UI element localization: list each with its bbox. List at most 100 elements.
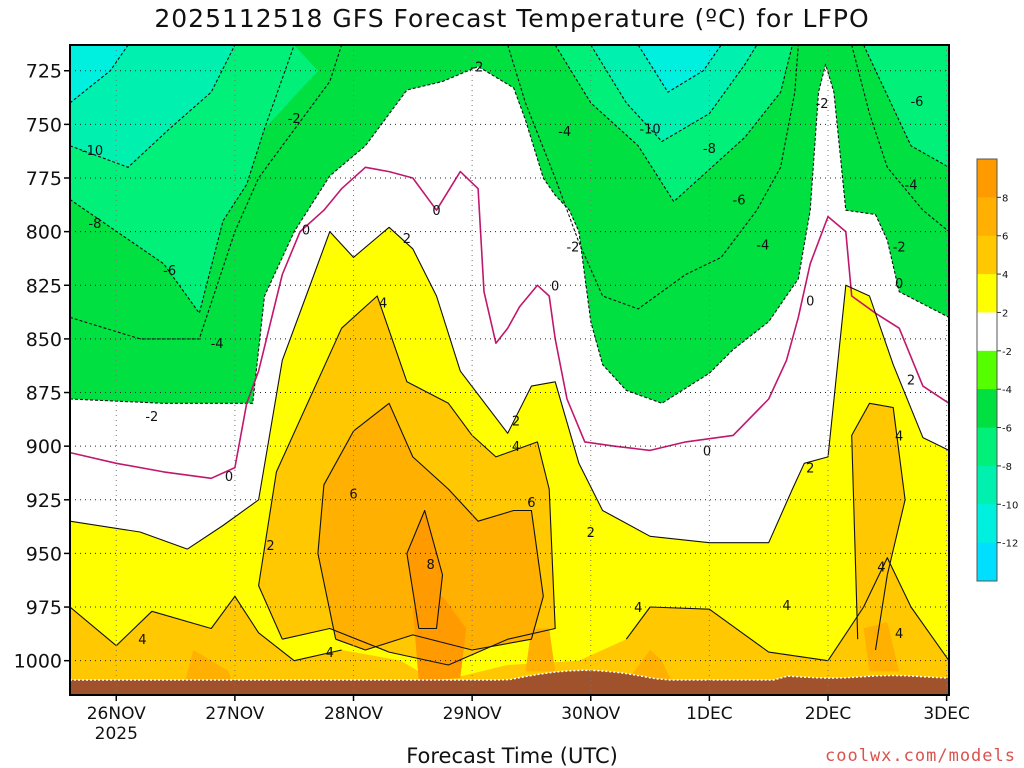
temp-region-warm-east-6-8 <box>863 622 900 672</box>
contour-label-12: -6 <box>910 95 923 110</box>
contour-line--4-3 <box>851 45 949 233</box>
contour-line--4-2 <box>507 45 799 310</box>
contour-label-17: 0 <box>302 223 310 238</box>
contour-line--6-5 <box>554 45 793 203</box>
contour-line-8-18 <box>406 509 444 630</box>
x-tick-label-4: 30NOV <box>561 704 620 724</box>
colorbar-label-8: -10 <box>1002 500 1018 511</box>
y-tick-label-825: 825 <box>26 275 62 297</box>
contour-label-25: 2 <box>512 414 520 429</box>
temp-region-warm-center-8-10b <box>406 510 443 629</box>
x-tick-label-6: 2DEC <box>805 704 852 724</box>
contour-label-32: 4 <box>138 633 146 648</box>
contour-label-14: -8 <box>703 142 716 157</box>
contour-label-2: -2 <box>816 97 829 112</box>
colorbar-label-5: -4 <box>1002 385 1012 396</box>
contour-label-37: 4 <box>895 429 903 444</box>
contour-label-41: 8 <box>426 558 434 573</box>
colorbar-band-3 <box>977 274 997 313</box>
contour-label-26: 2 <box>266 539 274 554</box>
x-tick-label-1: 27NOV <box>205 704 264 724</box>
temp-region-warm-south-6-8b <box>525 628 556 672</box>
x-tick-label-0: 26NOV <box>87 704 146 724</box>
contour-line--8-7 <box>70 45 236 168</box>
y-tick-label-725: 725 <box>26 61 62 83</box>
y-tick-label-750: 750 <box>26 114 62 136</box>
y-tick-label-1000: 1000 <box>14 651 62 673</box>
temp-region-warm-4-6 <box>70 557 949 695</box>
contour-line--4-1 <box>70 45 343 340</box>
temp-region-coldest-nw <box>70 45 235 168</box>
colorbar-frame <box>976 158 998 582</box>
plot-frame <box>69 44 950 696</box>
contour-line-0-11 <box>70 166 949 480</box>
contour-label-10: -6 <box>163 264 176 279</box>
x-tick-label-5: 1DEC <box>686 704 733 724</box>
colorbar-band-2 <box>977 235 997 275</box>
colorbar-band-4 <box>977 312 997 352</box>
contour-label-34: 4 <box>634 601 642 616</box>
contour-line-4-15 <box>851 402 906 651</box>
contour-line--6-4 <box>70 45 295 314</box>
contour-line--10-10 <box>637 45 722 93</box>
contour-label-36: 4 <box>877 560 885 575</box>
colorbar-band-7 <box>977 427 997 467</box>
x-year-label: 2025 <box>95 724 138 744</box>
contour-label-33: 4 <box>326 646 334 661</box>
contour-label-19: 0 <box>551 279 559 294</box>
contour-label-24: 2 <box>403 232 411 247</box>
contour-label-7: -4 <box>211 337 224 352</box>
contour-label-40: 6 <box>527 496 535 511</box>
colorbar-band-0 <box>977 159 997 198</box>
contour-label-27: 2 <box>587 526 595 541</box>
contour-line--2-0 <box>70 63 949 404</box>
ground-terrain <box>70 669 949 695</box>
y-tick-label-875: 875 <box>26 383 62 405</box>
contour-label-35: 4 <box>782 599 790 614</box>
colorbar-band-9 <box>977 504 997 544</box>
temp-region-core-n <box>638 45 722 93</box>
contour-label-28: 2 <box>806 462 814 477</box>
contour-label-29: 2 <box>907 374 915 389</box>
temp-region-cold-ne <box>863 45 949 168</box>
temp-region-core-nw <box>70 45 129 103</box>
y-tick-label-975: 975 <box>26 597 62 619</box>
colorbar-label-4: -2 <box>1002 347 1012 358</box>
y-tick-label-950: 950 <box>26 543 62 565</box>
contour-label-1: -2 <box>288 112 301 127</box>
temp-region-warm-center-6-8 <box>317 403 544 650</box>
x-tick-label-3: 29NOV <box>443 704 502 724</box>
contour-label-31: 4 <box>512 440 520 455</box>
x-tick-label-2: 28NOV <box>324 704 383 724</box>
contour-label-23: 0 <box>225 470 233 485</box>
y-tick-label-900: 900 <box>26 436 62 458</box>
contour-label-18: 0 <box>432 204 440 219</box>
contour-label-21: 0 <box>806 294 814 309</box>
colorbar-band-8 <box>977 465 997 505</box>
y-tick-label-775: 775 <box>26 168 62 190</box>
contour-label-4: -2 <box>145 410 158 425</box>
y-tick-label-800: 800 <box>26 222 62 244</box>
plot-area: -2 -2 -2 -2 -2 -2 -4 -4 -4 -4 -6 -6 -6 -8 -8 -10 -10 0 0 0 0… <box>70 45 949 695</box>
contour-line--8-8 <box>590 45 758 143</box>
contour-label-39: 6 <box>349 487 357 502</box>
colorbar-label-9: -12 <box>1002 539 1018 550</box>
contour-label-30: 4 <box>379 296 387 311</box>
temp-region-coldest-n <box>590 45 757 142</box>
contour-label-5: -2 <box>566 241 579 256</box>
y-tick-label-850: 850 <box>26 329 62 351</box>
contour-line-4-13 <box>258 295 556 666</box>
colorbar-label-7: -8 <box>1002 462 1012 473</box>
contour-label-8: -4 <box>756 239 769 254</box>
x-tick-label-7: 3DEC <box>923 704 970 724</box>
colorbar-band-10 <box>977 542 997 582</box>
colorbar-label-0: 8 <box>1002 193 1008 204</box>
colorbar-band-5 <box>977 350 997 390</box>
contour-label-9: -4 <box>905 178 918 193</box>
contour-label-38: 4 <box>895 627 903 642</box>
colorbar-label-6: -6 <box>1002 424 1012 435</box>
contour-line-6-17 <box>317 402 544 651</box>
temp-region-warm-east-4-6 <box>851 403 906 650</box>
colorbar-label-3: 2 <box>1002 308 1008 319</box>
